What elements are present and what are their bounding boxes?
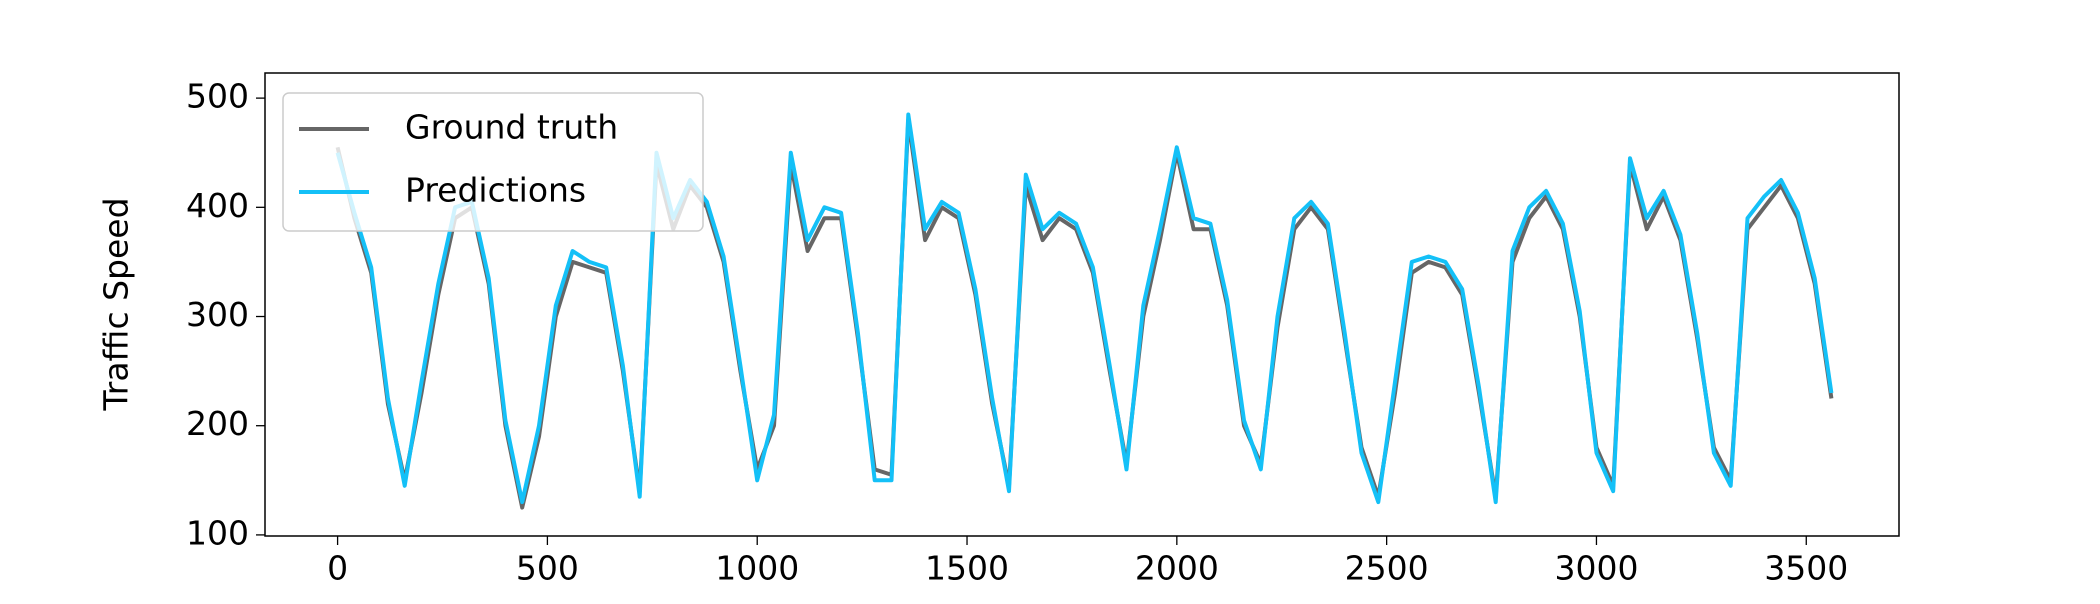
y-tick-label: 500 bbox=[186, 77, 249, 116]
x-tick-label: 2000 bbox=[1135, 549, 1219, 588]
legend-label: Ground truth bbox=[405, 108, 618, 147]
plot-frame bbox=[264, 72, 1900, 537]
x-tick-label: 1500 bbox=[925, 549, 1009, 588]
x-tick-label: 0 bbox=[327, 549, 348, 588]
series-line bbox=[335, 112, 1834, 505]
y-tick-label: 200 bbox=[186, 404, 249, 443]
y-tick-label: 400 bbox=[186, 186, 249, 225]
x-tick-label: 1000 bbox=[715, 549, 799, 588]
legend-box bbox=[282, 92, 704, 232]
x-tick-label: 500 bbox=[516, 549, 579, 588]
y-tick-label: 300 bbox=[186, 295, 249, 334]
x-tick-label: 2500 bbox=[1345, 549, 1429, 588]
y-axis-label: Traffic Speed bbox=[97, 197, 136, 411]
x-tick-label: 3000 bbox=[1554, 549, 1638, 588]
legend-label: Predictions bbox=[405, 171, 586, 210]
x-tick-label: 3500 bbox=[1764, 549, 1848, 588]
y-tick-label: 100 bbox=[186, 513, 249, 552]
